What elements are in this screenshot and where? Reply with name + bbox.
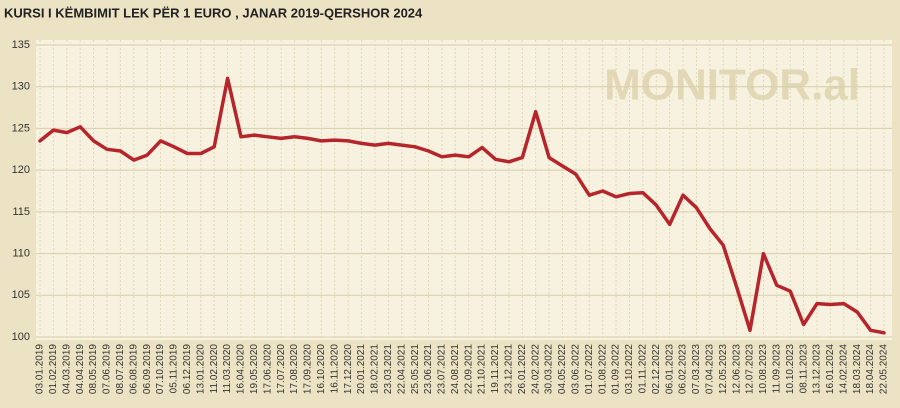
y-tick-label: 120 <box>12 164 30 176</box>
x-tick-label: 18.03.2024 <box>852 344 863 394</box>
x-tick-label: 08.11.2023 <box>798 344 809 394</box>
x-tick-label: 03.06.2022 <box>571 344 582 394</box>
x-tick-label: 04.04.2019 <box>75 344 86 394</box>
x-tick-label: 16.10.2020 <box>316 344 327 394</box>
x-tick-label: 18.04.2024 <box>865 344 876 394</box>
x-tick-label: 01.08.2022 <box>597 344 608 394</box>
x-tick-label: 17.09.2020 <box>303 344 314 394</box>
x-tick-label: 18.02.2021 <box>370 344 381 394</box>
x-tick-label: 06.08.2019 <box>128 344 139 394</box>
x-tick-label: 06.12.2019 <box>182 344 193 394</box>
x-tick-label: 24.02.2022 <box>530 344 541 394</box>
x-tick-label: 01.07.2022 <box>584 344 595 394</box>
x-tick-label: 19.11.2021 <box>490 344 501 394</box>
y-tick-label: 130 <box>12 81 30 93</box>
x-tick-label: 03.10.2022 <box>624 344 635 394</box>
x-tick-label: 22.05.2024 <box>879 344 890 394</box>
x-tick-label: 24.08.2021 <box>450 344 461 394</box>
x-tick-label: 11.03.2020 <box>222 344 233 394</box>
y-tick-label: 115 <box>12 206 30 218</box>
x-tick-label: 30.03.2022 <box>544 344 555 394</box>
x-tick-label: 07.10.2019 <box>155 344 166 394</box>
x-tick-label: 10.10.2023 <box>785 344 796 394</box>
x-tick-label: 23.07.2021 <box>437 344 448 394</box>
x-tick-label: 16.11.2020 <box>329 344 340 394</box>
x-tick-label: 17.12.2020 <box>343 344 354 394</box>
x-tick-label: 01.09.2022 <box>611 344 622 394</box>
x-tick-label: 25.05.2021 <box>410 344 421 394</box>
y-tick-label: 100 <box>12 331 30 343</box>
x-tick-label: 13.01.2020 <box>195 344 206 394</box>
x-tick-label: 10.08.2023 <box>758 344 769 394</box>
x-tick-label: 17.08.2020 <box>289 344 300 394</box>
x-tick-label: 20.01.2021 <box>356 344 367 394</box>
x-tick-label: 04.05.2022 <box>557 344 568 394</box>
x-tick-label: 21.10.2021 <box>477 344 488 394</box>
x-tick-label: 08.07.2019 <box>115 344 126 394</box>
x-tick-label: 06.09.2019 <box>142 344 153 394</box>
x-tick-label: 06.01.2023 <box>664 344 675 394</box>
y-tick-label: 125 <box>12 122 30 134</box>
x-tick-label: 04.03.2019 <box>61 344 72 394</box>
y-tick-label: 135 <box>12 39 30 51</box>
x-tick-label: 07.04.2023 <box>704 344 715 394</box>
x-tick-label: 07.03.2023 <box>691 344 702 394</box>
x-tick-label: 08.05.2019 <box>88 344 99 394</box>
x-tick-label: 07.06.2019 <box>102 344 113 394</box>
x-tick-label: 23.06.2021 <box>423 344 434 394</box>
x-tick-label: 13.12.2023 <box>812 344 823 394</box>
plot-area <box>36 40 892 340</box>
x-tick-label: 19.05.2020 <box>249 344 260 394</box>
y-tick-label: 105 <box>12 289 30 301</box>
x-tick-label: 03.01.2019 <box>35 344 46 394</box>
y-tick-label: 110 <box>12 247 30 259</box>
x-tick-label: 05.11.2019 <box>169 344 180 394</box>
x-tick-label: 14.02.2024 <box>838 344 849 394</box>
x-tick-label: 17.07.2020 <box>276 344 287 394</box>
x-tick-label: 17.06.2020 <box>262 344 273 394</box>
x-tick-label: 01.11.2022 <box>637 344 648 394</box>
x-tick-label: 23.12.2021 <box>504 344 515 394</box>
x-tick-label: 16.01.2024 <box>825 344 836 394</box>
x-tick-label: 02.12.2022 <box>651 344 662 394</box>
chart-title: KURSI I KËMBIMIT LEK PËR 1 EURO , JANAR … <box>4 5 423 20</box>
x-tick-label: 11.02.2020 <box>209 344 220 394</box>
x-tick-label: 12.06.2023 <box>731 344 742 394</box>
data-line <box>38 76 886 335</box>
x-tick-label: 12.07.2023 <box>745 344 756 394</box>
x-tick-label: 11.09.2023 <box>771 344 782 394</box>
x-tick-label: 01.02.2019 <box>48 344 59 394</box>
x-tick-label: 16.04.2020 <box>236 344 247 394</box>
x-tick-label: 22.09.2021 <box>463 344 474 394</box>
x-tick-label: 26.01.2022 <box>517 344 528 394</box>
x-tick-label: 06.02.2023 <box>678 344 689 394</box>
x-tick-label: 12.05.2023 <box>718 344 729 394</box>
x-tick-label: 22.04.2021 <box>396 344 407 394</box>
x-tick-label: 23.03.2021 <box>383 344 394 394</box>
